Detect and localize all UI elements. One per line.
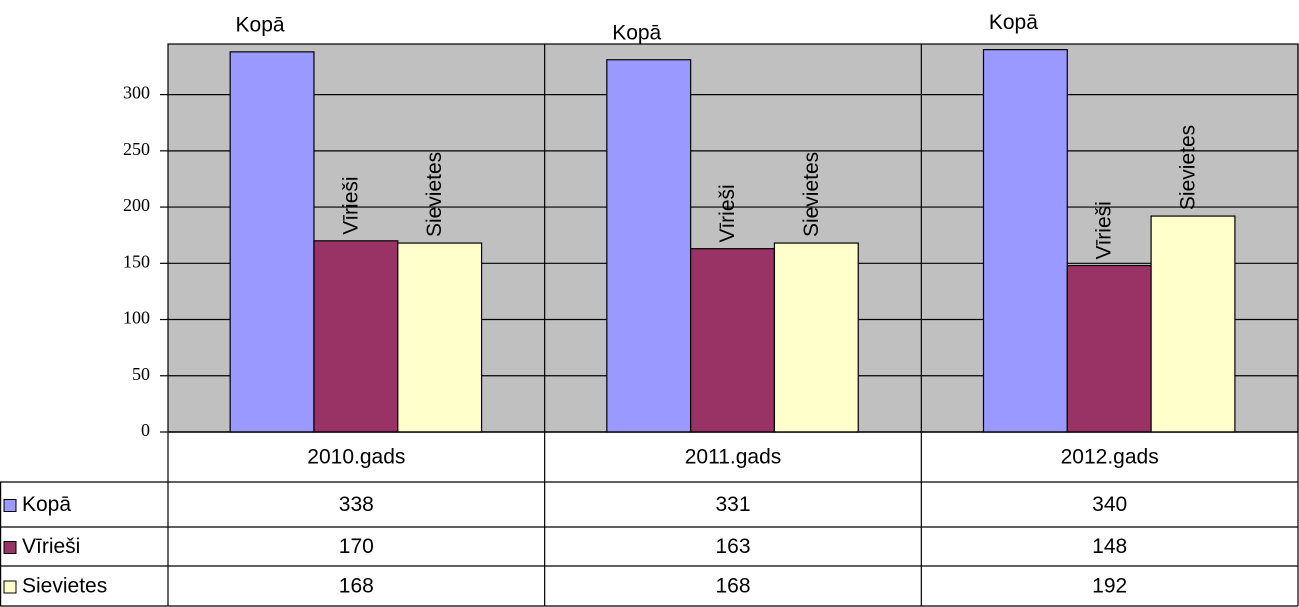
- legend-label: Vīrieši: [22, 535, 80, 558]
- series-label: Sievietes: [423, 152, 446, 237]
- table-value: 168: [715, 575, 750, 598]
- bar: [1066, 264, 1152, 433]
- table-value: 148: [1092, 535, 1127, 558]
- y-tick-label: 200: [123, 195, 150, 215]
- table-value: 170: [339, 535, 374, 558]
- table-value: 168: [339, 575, 374, 598]
- series-label: Vīrieši: [339, 176, 362, 234]
- legend-key: [3, 541, 17, 554]
- series-label: Sievietes: [1177, 125, 1200, 210]
- y-tick-label: 300: [123, 83, 150, 103]
- bar: [1150, 215, 1236, 433]
- y-tick-label: 100: [123, 308, 150, 328]
- table-value: 340: [1092, 493, 1127, 516]
- table-value: 192: [1092, 575, 1127, 598]
- y-tick-label: 250: [123, 139, 150, 159]
- x-tick-label: 2011.gads: [685, 446, 782, 469]
- series-label: Kopā: [989, 11, 1038, 34]
- series-label: Vīrieši: [1093, 201, 1116, 259]
- bar: [229, 51, 315, 433]
- x-tick-label: 2012.gads: [1061, 446, 1159, 469]
- y-tick-label: 0: [141, 420, 150, 440]
- series-label: Kopā: [236, 13, 285, 36]
- series-label: Sievietes: [800, 152, 823, 237]
- bar: [690, 248, 776, 433]
- legend-label: Sievietes: [22, 575, 107, 598]
- series-label: Vīrieši: [716, 184, 739, 242]
- legend-label: Kopā: [22, 493, 71, 516]
- legend-key: [3, 580, 17, 594]
- series-label: Kopā: [612, 21, 661, 44]
- x-tick-label: 2010.gads: [307, 446, 405, 469]
- bar: [397, 242, 483, 433]
- bar: [313, 240, 399, 433]
- y-tick-label: 50: [132, 364, 150, 384]
- bar: [606, 59, 692, 433]
- table-value: 338: [339, 493, 374, 516]
- table-value: 163: [715, 535, 750, 558]
- bar: [773, 242, 859, 433]
- table-value: 331: [715, 493, 750, 516]
- y-tick-label: 150: [123, 251, 150, 271]
- legend-key: [3, 499, 17, 512]
- bar: [982, 49, 1068, 433]
